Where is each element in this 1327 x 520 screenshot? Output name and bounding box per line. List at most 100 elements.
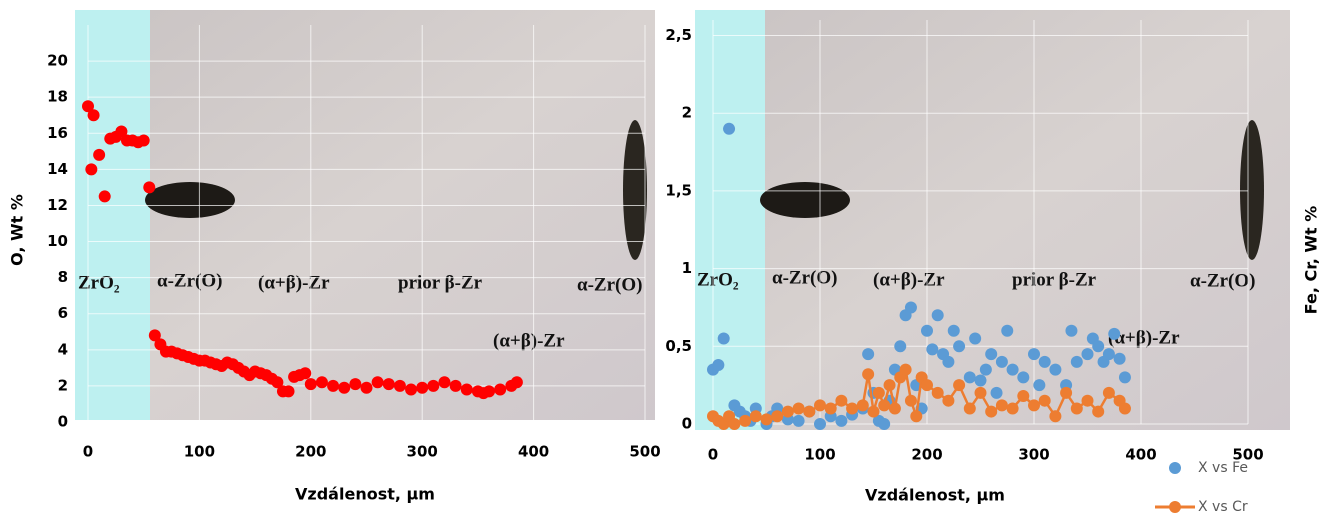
data-point — [393, 379, 406, 392]
data-point — [1017, 371, 1030, 384]
data-point — [835, 414, 848, 427]
data-point — [299, 367, 312, 380]
pore — [1240, 120, 1264, 260]
y-tick-label: 2 — [58, 376, 68, 394]
data-point — [1028, 399, 1040, 412]
data-point — [883, 379, 896, 392]
data-point — [1113, 352, 1126, 365]
phase-label: (α+β)-Zr — [873, 269, 945, 290]
data-point — [760, 413, 773, 426]
phase-label: α-Zr(O) — [157, 270, 222, 291]
data-point — [792, 414, 805, 427]
pore — [145, 182, 235, 218]
data-point — [872, 386, 885, 399]
x-tick-label: 500 — [1232, 446, 1263, 464]
data-point — [494, 383, 507, 396]
data-point — [93, 148, 106, 161]
data-point — [382, 378, 395, 391]
data-point — [995, 399, 1008, 412]
data-point — [1102, 348, 1115, 361]
data-point — [904, 394, 917, 407]
data-point — [1092, 405, 1105, 418]
data-point — [931, 309, 944, 322]
y-tick-label: 16 — [47, 124, 68, 142]
y-tick-label: 0,5 — [665, 337, 692, 355]
phase-label: ZrO₂ — [78, 272, 120, 293]
data-point — [739, 414, 752, 427]
legend-label: X vs Fe — [1198, 460, 1248, 476]
data-point — [888, 402, 901, 415]
oxide-layer — [695, 10, 765, 430]
x-axis-title: Vzdálenost, µm — [865, 486, 1005, 505]
y-tick-label: 1,5 — [665, 181, 692, 199]
data-point — [846, 402, 859, 415]
data-point — [137, 134, 150, 147]
x-tick-label: 400 — [518, 443, 549, 461]
data-point — [894, 340, 907, 353]
data-point — [427, 379, 440, 392]
data-point — [814, 399, 826, 412]
y-tick-label: 2,5 — [665, 26, 692, 44]
data-point — [510, 376, 523, 389]
data-point — [910, 410, 923, 423]
data-point — [878, 399, 891, 412]
data-point — [931, 386, 944, 399]
data-point — [1049, 363, 1062, 376]
data-point — [969, 332, 982, 345]
x-tick-label: 100 — [804, 446, 835, 464]
data-point — [1017, 390, 1030, 403]
data-point — [1102, 386, 1115, 399]
data-point — [717, 332, 730, 345]
data-point — [947, 324, 960, 337]
pore — [623, 120, 647, 260]
data-point — [926, 343, 939, 356]
data-point — [953, 379, 966, 392]
data-point — [85, 163, 98, 176]
data-point — [115, 125, 128, 138]
x-tick-label: 500 — [629, 443, 660, 461]
y-tick-label: 2 — [682, 104, 692, 122]
phase-label: prior β-Zr — [398, 272, 483, 293]
data-point — [749, 410, 762, 423]
data-point — [304, 378, 317, 391]
y-tick-label: 14 — [47, 160, 68, 178]
x-axis-title: Vzdálenost, µm — [295, 485, 435, 504]
data-point — [942, 355, 955, 368]
data-point — [416, 381, 429, 394]
x-tick-label: 100 — [184, 443, 215, 461]
data-point — [148, 329, 161, 342]
data-point — [1006, 363, 1019, 376]
data-point — [271, 376, 284, 389]
data-point — [942, 394, 955, 407]
data-point — [1108, 327, 1121, 340]
data-point — [963, 371, 976, 384]
data-point — [990, 386, 1003, 399]
data-point — [803, 405, 816, 418]
data-point — [867, 405, 880, 418]
y-tick-label: 6 — [58, 304, 68, 322]
data-point — [438, 376, 451, 389]
data-point — [1092, 340, 1105, 353]
data-point — [878, 418, 891, 430]
data-point — [985, 405, 998, 418]
y-axis-title: O, Wt % — [8, 194, 27, 266]
y-tick-label: 12 — [47, 196, 68, 214]
data-point — [862, 368, 875, 381]
legend-marker — [1169, 462, 1181, 474]
y-axis-title: Fe, Cr, Wt % — [1302, 206, 1321, 315]
legend-label: X vs Cr — [1198, 499, 1248, 515]
data-point — [315, 376, 328, 389]
data-point — [974, 374, 987, 387]
data-point — [723, 122, 736, 135]
micrograph — [75, 10, 655, 420]
data-point — [904, 301, 917, 314]
x-tick-label: 200 — [295, 443, 326, 461]
phase-label: (α+β)-Zr — [493, 330, 565, 351]
data-point — [1070, 355, 1083, 368]
data-point — [921, 324, 933, 337]
data-point — [1006, 402, 1019, 415]
data-point — [728, 418, 741, 430]
data-point — [338, 381, 351, 394]
y-tick-label: 0 — [682, 415, 692, 433]
